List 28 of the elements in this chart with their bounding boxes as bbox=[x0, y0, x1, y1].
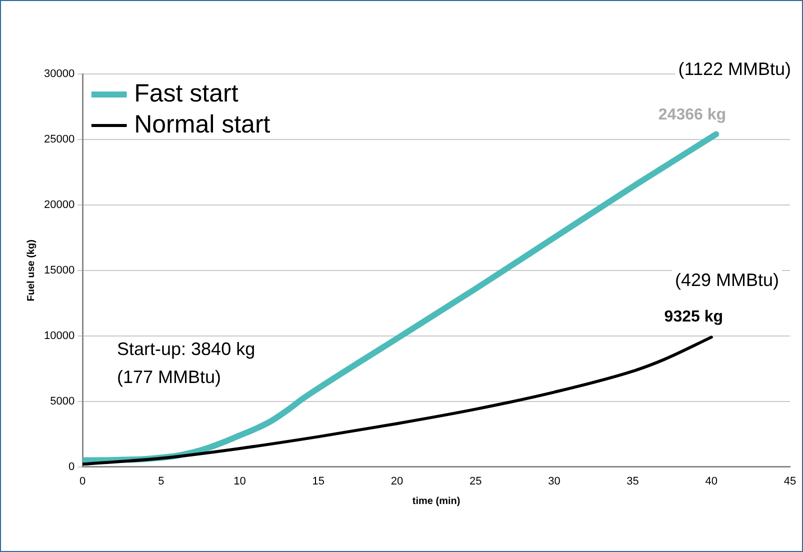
line-series bbox=[82, 336, 713, 466]
legend-label: Normal start bbox=[134, 110, 270, 138]
y-tick-label: 15000 bbox=[44, 264, 75, 276]
x-tick-label: 40 bbox=[705, 475, 718, 488]
x-tick-label: 35 bbox=[626, 475, 639, 488]
x-tick-label: 20 bbox=[390, 475, 404, 488]
x-tick-label: 30 bbox=[548, 475, 560, 488]
y-tick-label: 0 bbox=[68, 460, 75, 473]
annotation: (177 MMBtu) bbox=[117, 366, 222, 387]
y-tick-label: 10000 bbox=[44, 330, 75, 342]
x-axis-title: time (min) bbox=[412, 496, 460, 507]
legend-label: Fast start bbox=[134, 79, 238, 108]
y-tick-label: 20000 bbox=[44, 198, 75, 211]
y-tick-label: 25000 bbox=[44, 134, 75, 146]
annotation: 24366 kg bbox=[658, 106, 726, 124]
x-tick-label: 10 bbox=[234, 475, 246, 488]
x-tick-label: 0 bbox=[80, 475, 86, 488]
x-tick-label: 45 bbox=[784, 475, 796, 488]
annotation: (429 MMBtu) bbox=[674, 270, 780, 290]
annotation: 9325 kg bbox=[664, 308, 724, 326]
x-tick-label: 5 bbox=[158, 475, 164, 488]
annotation: (1122 MMBtu) bbox=[678, 58, 791, 79]
y-tick-label: 5000 bbox=[50, 395, 75, 408]
y-tick-label: 30000 bbox=[44, 68, 75, 80]
x-tick-label: 25 bbox=[469, 475, 482, 488]
y-axis-title: Fuel use (kg) bbox=[26, 240, 37, 302]
annotation: Start-up: 3840 kg bbox=[117, 338, 256, 359]
x-tick-label: 15 bbox=[312, 475, 325, 488]
